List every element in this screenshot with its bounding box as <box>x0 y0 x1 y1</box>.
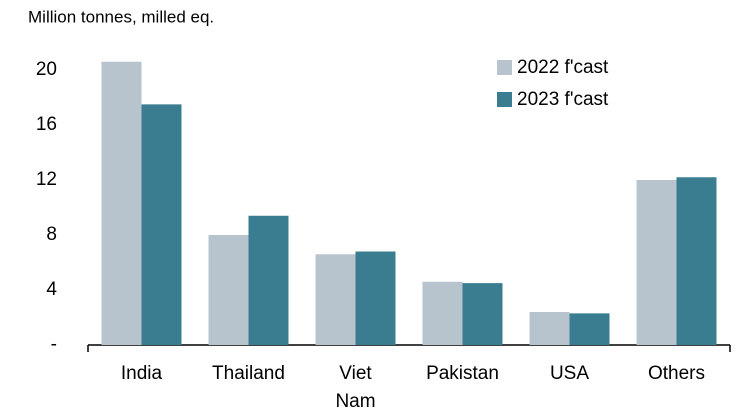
bar <box>636 180 677 345</box>
bar <box>208 235 249 345</box>
bar <box>248 215 289 345</box>
y-tick-label: 8 <box>46 224 57 245</box>
bar <box>422 281 463 345</box>
x-tick-label: Viet Nam <box>335 363 375 412</box>
bar <box>101 61 142 345</box>
bar <box>676 177 717 345</box>
chart-subtitle: Million tonnes, milled eq. <box>28 7 214 26</box>
legend-label: 2022 f'cast <box>517 57 609 78</box>
bar <box>529 312 570 345</box>
legend-label: 2023 f'cast <box>517 89 609 110</box>
y-tick-label: 12 <box>36 169 57 190</box>
y-tick-label: 4 <box>46 279 57 300</box>
y-tick-label: 16 <box>36 114 57 135</box>
y-tick-label: 20 <box>36 59 57 80</box>
y-tick-label: - <box>51 334 57 355</box>
bar <box>462 283 503 345</box>
x-tick-label: Others <box>648 363 705 384</box>
legend-swatch <box>497 92 512 107</box>
bar <box>355 251 396 345</box>
bar <box>315 254 356 345</box>
x-tick-label: India <box>121 363 163 384</box>
x-tick-label: USA <box>550 363 589 384</box>
bar <box>141 104 182 345</box>
x-tick-label: Pakistan <box>426 363 499 384</box>
bar <box>569 313 610 345</box>
legend-swatch <box>497 60 512 75</box>
x-tick-label: Thailand <box>212 363 285 384</box>
